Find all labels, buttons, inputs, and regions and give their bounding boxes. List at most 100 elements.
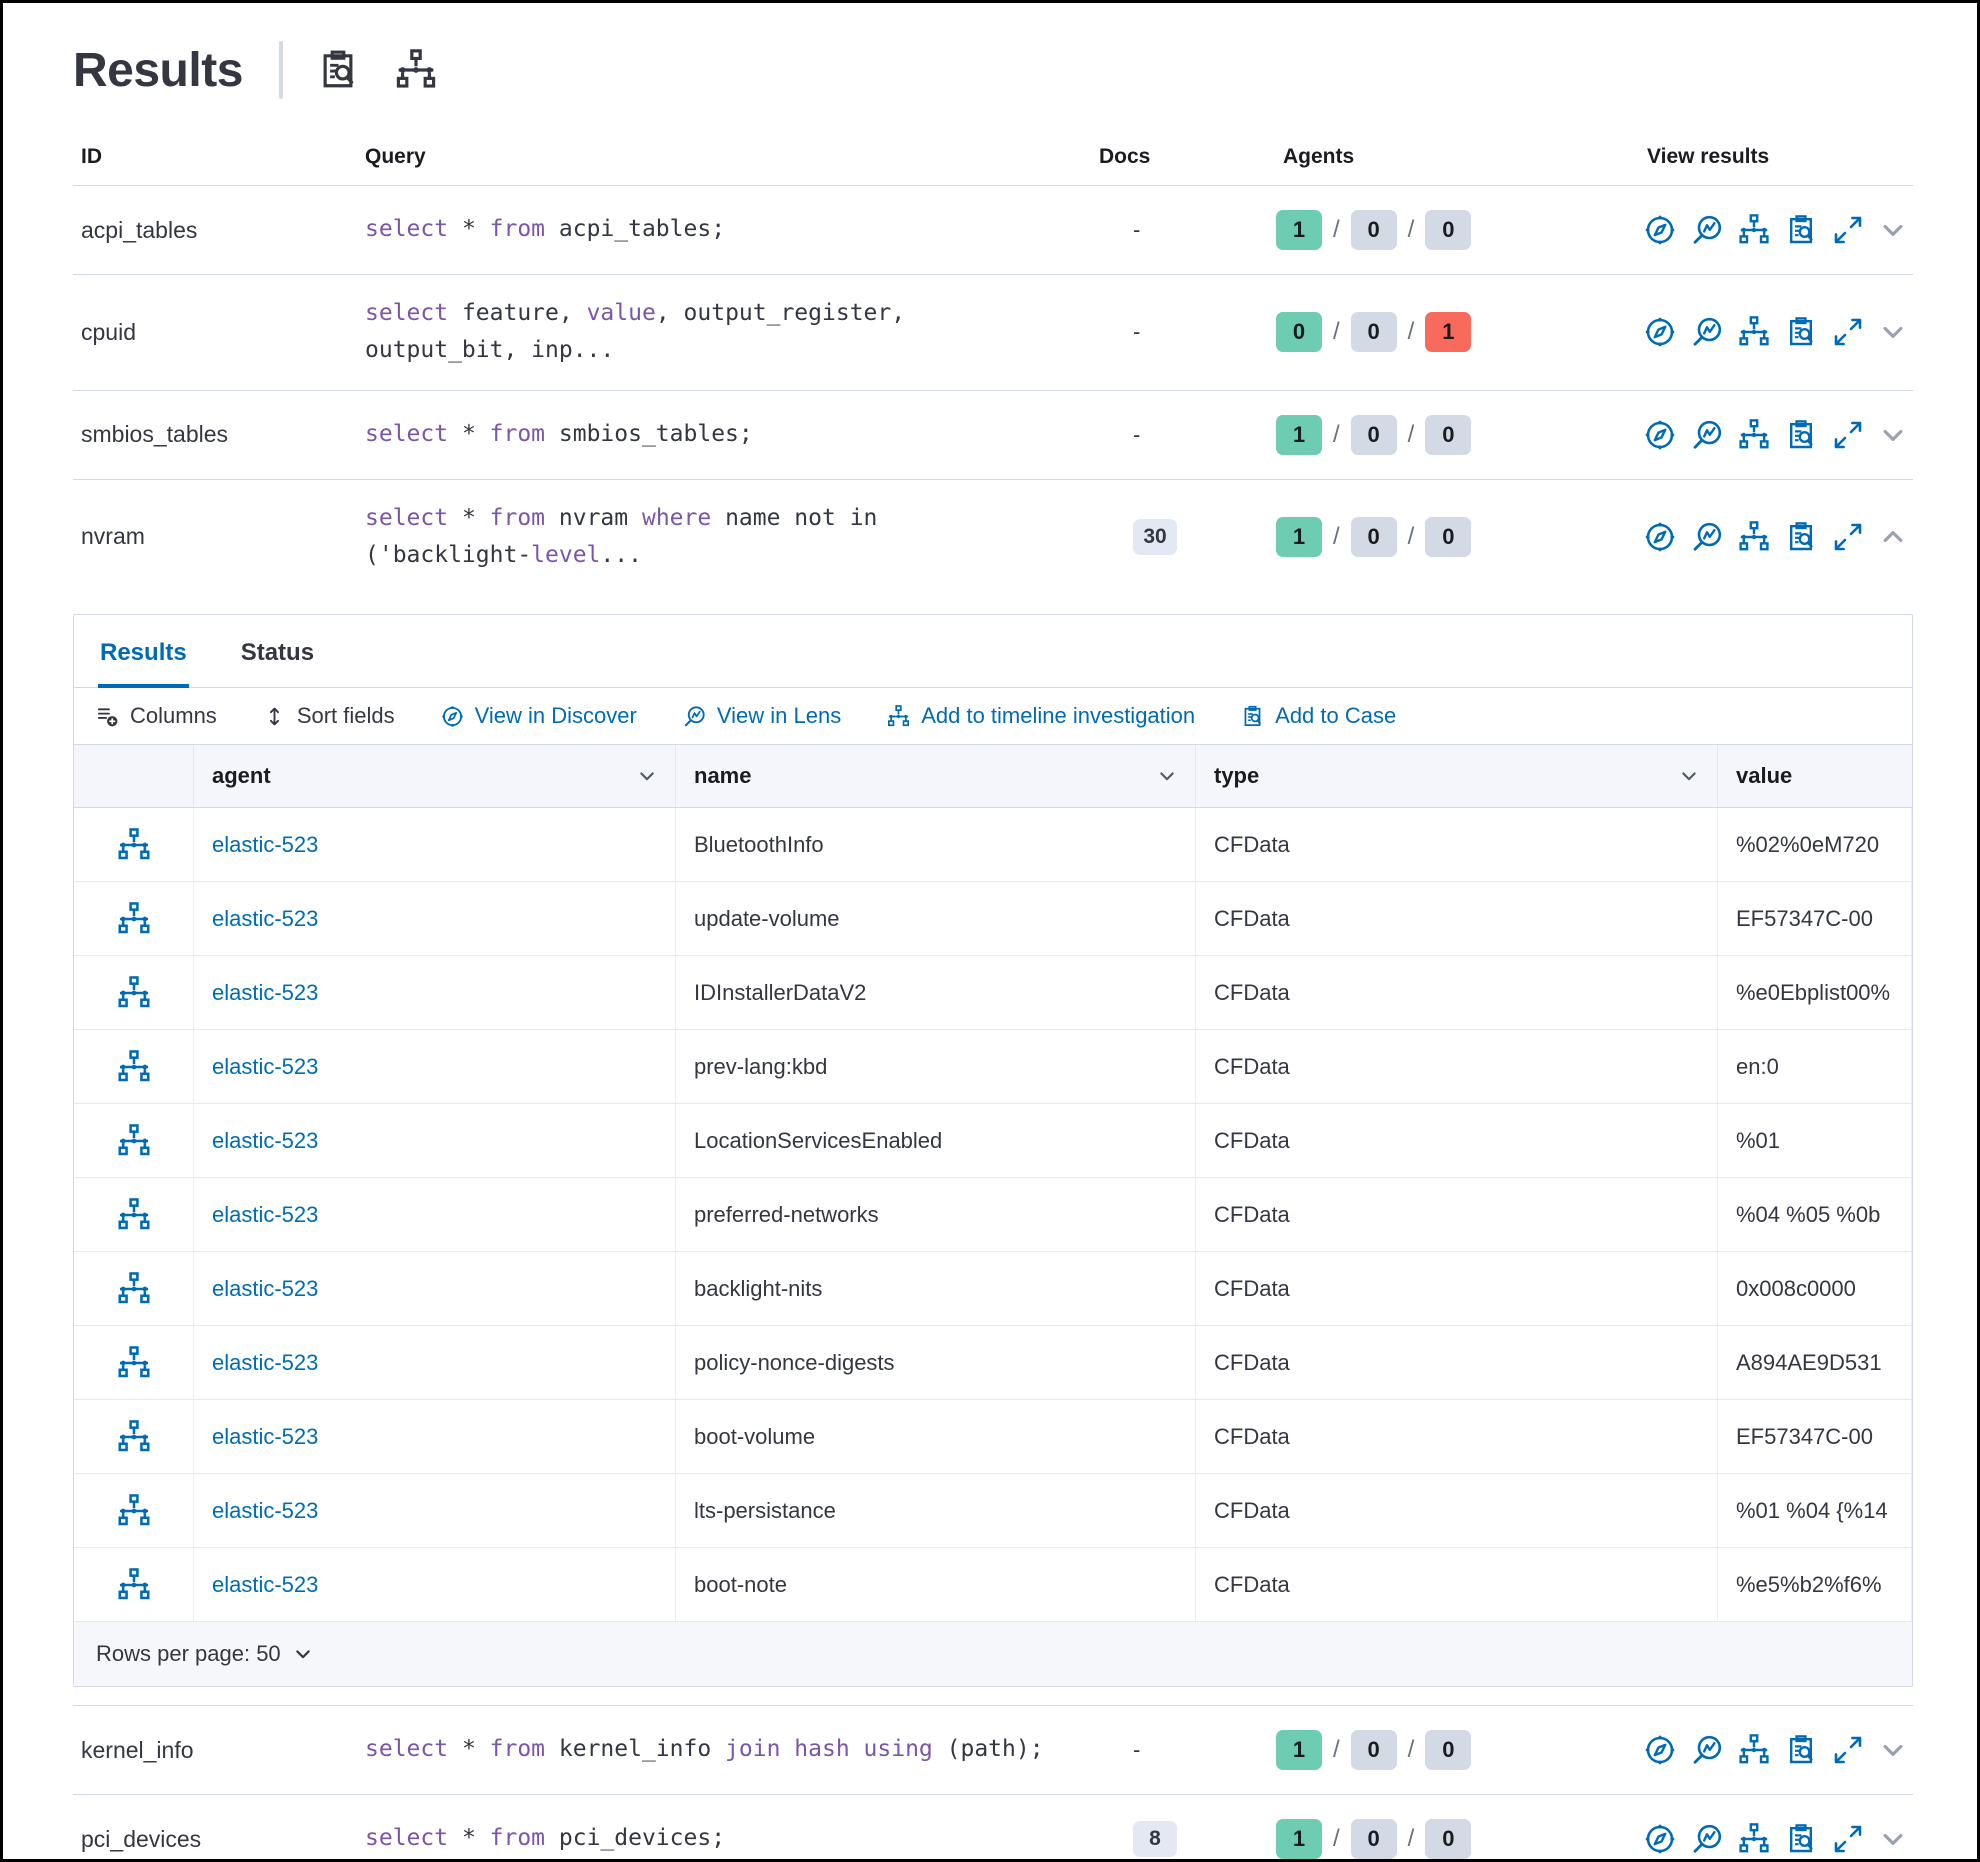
agents-success-badge: 1 bbox=[1276, 210, 1322, 250]
add-to-timeline-icon[interactable] bbox=[1738, 316, 1770, 348]
view-in-discover-icon[interactable] bbox=[1644, 521, 1676, 553]
result-type: CFData bbox=[1196, 1548, 1718, 1621]
badge-separator: / bbox=[1407, 1825, 1415, 1852]
name-header-label: name bbox=[694, 763, 752, 788]
view-in-lens-button[interactable]: View in Lens bbox=[683, 703, 841, 729]
view-in-lens-icon[interactable] bbox=[1691, 521, 1723, 553]
chevron-down-icon[interactable] bbox=[1879, 318, 1907, 346]
view-in-lens-icon[interactable] bbox=[1691, 419, 1723, 451]
agent-link[interactable]: elastic-523 bbox=[212, 1201, 319, 1227]
col-header-agent[interactable]: agent bbox=[194, 745, 676, 807]
value-header-label: value bbox=[1736, 763, 1793, 788]
view-in-discover-icon[interactable] bbox=[1644, 316, 1676, 348]
timeline-tree-icon[interactable] bbox=[395, 49, 437, 91]
query-sql: select * from pci_devices; bbox=[365, 1825, 726, 1852]
result-type: CFData bbox=[1196, 1252, 1718, 1325]
agent-link[interactable]: elastic-523 bbox=[212, 1127, 319, 1153]
result-row: elastic-523 prev-lang:kbd CFData en:0 bbox=[74, 1030, 1912, 1104]
add-to-timeline-icon[interactable] bbox=[1738, 1823, 1770, 1855]
view-in-discover-icon[interactable] bbox=[1644, 1823, 1676, 1855]
add-to-timeline-icon[interactable] bbox=[1738, 1734, 1770, 1766]
expand-icon[interactable] bbox=[1832, 214, 1864, 246]
timeline-tree-icon[interactable] bbox=[117, 976, 151, 1010]
timeline-tree-icon[interactable] bbox=[117, 1050, 151, 1084]
expand-icon[interactable] bbox=[1832, 419, 1864, 451]
view-results-actions bbox=[1556, 316, 1913, 348]
add-to-timeline-button[interactable]: Add to timeline investigation bbox=[887, 703, 1195, 729]
badge-separator: / bbox=[1333, 1736, 1340, 1763]
expand-icon[interactable] bbox=[1832, 1823, 1864, 1855]
add-to-case-icon[interactable] bbox=[1785, 1734, 1817, 1766]
chevron-down-icon[interactable] bbox=[1879, 1736, 1907, 1764]
page-header: Results bbox=[73, 41, 1907, 99]
col-header-actions bbox=[74, 745, 194, 807]
chevron-up-icon[interactable] bbox=[1879, 523, 1907, 551]
timeline-tree-icon[interactable] bbox=[117, 1124, 151, 1158]
agent-link[interactable]: elastic-523 bbox=[212, 979, 319, 1005]
view-in-lens-icon[interactable] bbox=[1691, 214, 1723, 246]
agent-link[interactable]: elastic-523 bbox=[212, 905, 319, 931]
agent-link[interactable]: elastic-523 bbox=[212, 1053, 319, 1079]
timeline-tree-icon[interactable] bbox=[117, 1346, 151, 1380]
add-to-case-icon[interactable] bbox=[1785, 316, 1817, 348]
add-to-timeline-icon[interactable] bbox=[1738, 419, 1770, 451]
chevron-down-icon[interactable] bbox=[1879, 421, 1907, 449]
add-to-timeline-icon[interactable] bbox=[1738, 214, 1770, 246]
timeline-tree-icon[interactable] bbox=[117, 1420, 151, 1454]
col-header-name[interactable]: name bbox=[676, 745, 1196, 807]
add-to-timeline-icon[interactable] bbox=[1738, 521, 1770, 553]
col-header-type[interactable]: type bbox=[1196, 745, 1718, 807]
view-in-discover-icon[interactable] bbox=[1644, 214, 1676, 246]
agents-success-badge: 1 bbox=[1276, 1819, 1322, 1859]
agent-link[interactable]: elastic-523 bbox=[212, 1275, 319, 1301]
expand-icon[interactable] bbox=[1832, 316, 1864, 348]
agents-failed-badge: 0 bbox=[1425, 414, 1472, 455]
chevron-down-icon[interactable] bbox=[1879, 216, 1907, 244]
columns-button[interactable]: Columns bbox=[96, 703, 217, 729]
view-in-discover-icon[interactable] bbox=[1644, 419, 1676, 451]
sort-fields-button[interactable]: Sort fields bbox=[263, 703, 395, 729]
rows-per-page-selector[interactable]: Rows per page: 50 bbox=[74, 1622, 1912, 1686]
agent-link[interactable]: elastic-523 bbox=[212, 1497, 319, 1523]
expand-icon[interactable] bbox=[1832, 1734, 1864, 1766]
view-in-lens-icon[interactable] bbox=[1691, 316, 1723, 348]
view-in-lens-icon[interactable] bbox=[1691, 1734, 1723, 1766]
tab-status[interactable]: Status bbox=[240, 639, 315, 666]
view-in-lens-icon[interactable] bbox=[1691, 1823, 1723, 1855]
agents-success-badge: 1 bbox=[1276, 1730, 1322, 1770]
agent-link[interactable]: elastic-523 bbox=[212, 1571, 319, 1597]
timeline-tree-icon[interactable] bbox=[117, 1198, 151, 1232]
view-in-lens-label: View in Lens bbox=[716, 703, 842, 728]
query-sql: select feature, value, output_register, … bbox=[365, 300, 919, 364]
agent-link[interactable]: elastic-523 bbox=[212, 1349, 319, 1375]
timeline-tree-icon[interactable] bbox=[117, 828, 151, 862]
agent-link[interactable]: elastic-523 bbox=[212, 1423, 319, 1449]
tab-results[interactable]: Results bbox=[98, 615, 189, 688]
col-header-value[interactable]: value bbox=[1718, 745, 1912, 807]
chevron-down-icon[interactable] bbox=[1157, 766, 1177, 786]
expand-icon[interactable] bbox=[1832, 521, 1864, 553]
timeline-tree-icon[interactable] bbox=[117, 1494, 151, 1528]
chevron-down-icon[interactable] bbox=[1879, 1825, 1907, 1853]
inspect-clipboard-icon[interactable] bbox=[317, 49, 359, 91]
agent-link[interactable]: elastic-523 bbox=[212, 831, 319, 857]
add-to-case-button[interactable]: Add to Case bbox=[1241, 703, 1396, 729]
add-to-case-icon[interactable] bbox=[1785, 214, 1817, 246]
query-id: pci_devices bbox=[81, 1825, 202, 1852]
timeline-tree-icon[interactable] bbox=[117, 1568, 151, 1602]
add-to-case-icon[interactable] bbox=[1785, 1823, 1817, 1855]
view-in-discover-icon[interactable] bbox=[1644, 1734, 1676, 1766]
result-value: A894AE9D531 bbox=[1718, 1326, 1912, 1399]
result-row: elastic-523 update-volume CFData EF57347… bbox=[74, 882, 1912, 956]
docs-count: - bbox=[1133, 319, 1141, 345]
view-in-discover-button[interactable]: View in Discover bbox=[441, 703, 637, 729]
add-to-case-icon[interactable] bbox=[1785, 521, 1817, 553]
timeline-tree-icon[interactable] bbox=[117, 902, 151, 936]
add-to-case-icon[interactable] bbox=[1785, 419, 1817, 451]
chevron-down-icon[interactable] bbox=[1679, 766, 1699, 786]
chevron-down-icon[interactable] bbox=[637, 766, 657, 786]
table-row: cpuid select feature, value, output_regi… bbox=[73, 275, 1913, 391]
agents-pending-badge: 0 bbox=[1350, 414, 1397, 455]
type-header-label: type bbox=[1214, 763, 1260, 788]
timeline-tree-icon[interactable] bbox=[117, 1272, 151, 1306]
